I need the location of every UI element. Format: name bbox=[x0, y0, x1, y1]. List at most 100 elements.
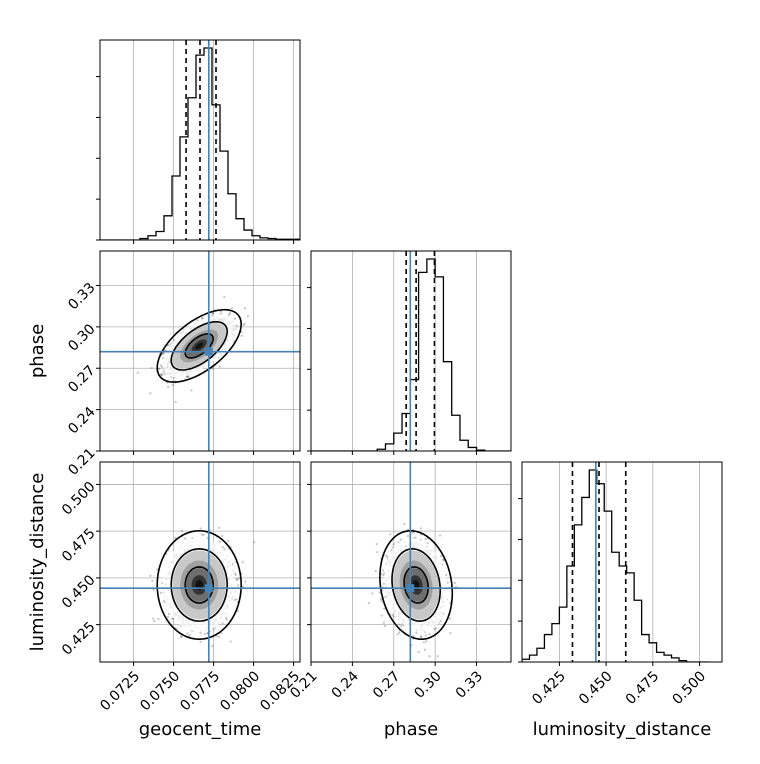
axes-frame bbox=[310, 461, 512, 663]
scatter-point bbox=[423, 648, 427, 651]
scatter-point bbox=[151, 579, 154, 582]
x-tick-label: 0.0800 bbox=[217, 668, 263, 714]
scatter-point bbox=[202, 533, 205, 536]
scatter-point bbox=[241, 561, 244, 564]
scatter-point bbox=[391, 613, 394, 617]
scatter-point bbox=[383, 624, 386, 627]
scatter-point bbox=[436, 655, 439, 658]
y-axis-title: phase bbox=[27, 324, 48, 378]
scatter-point bbox=[185, 375, 188, 378]
scatter-point bbox=[162, 600, 165, 603]
scatter-point bbox=[449, 631, 452, 635]
axes-frame bbox=[521, 461, 723, 663]
x-tick-label: 0.500 bbox=[670, 668, 710, 708]
scatter-point bbox=[211, 644, 214, 648]
scatter-point bbox=[159, 364, 163, 367]
scatter-point bbox=[211, 312, 214, 315]
density-layer bbox=[311, 462, 511, 662]
scatter-point bbox=[392, 615, 395, 618]
scatter-point bbox=[218, 526, 221, 529]
scatter-point bbox=[185, 375, 189, 378]
scatter-point bbox=[384, 595, 387, 599]
x-tick-label: 0.0725 bbox=[97, 668, 143, 714]
scatter-point bbox=[217, 635, 221, 639]
scatter-point bbox=[378, 591, 381, 594]
scatter-point bbox=[439, 555, 443, 558]
scatter-point bbox=[206, 632, 209, 635]
scatter-point bbox=[439, 619, 442, 622]
scatter-point bbox=[230, 307, 234, 310]
scatter-point bbox=[389, 533, 392, 536]
scatter-point bbox=[221, 545, 224, 549]
scatter-point bbox=[162, 352, 165, 356]
scatter-point bbox=[406, 534, 410, 538]
scatter-point bbox=[367, 601, 370, 605]
scatter-point bbox=[441, 558, 444, 561]
scatter-point bbox=[190, 389, 193, 392]
scatter-point bbox=[382, 621, 385, 624]
scatter-point bbox=[159, 373, 163, 376]
truth-marker bbox=[406, 584, 415, 593]
scatter-point bbox=[231, 563, 234, 566]
scatter-point bbox=[235, 324, 238, 327]
x-tick-label: 0.475 bbox=[623, 668, 663, 708]
scatter-point bbox=[160, 372, 163, 376]
scatter-point bbox=[371, 592, 374, 595]
scatter-point bbox=[220, 535, 224, 538]
scatter-point bbox=[200, 533, 203, 536]
scatter-point bbox=[380, 614, 384, 617]
scatter-point bbox=[243, 307, 247, 310]
histogram-panel-phase bbox=[307, 250, 512, 455]
contour-line bbox=[403, 566, 429, 604]
scatter-point bbox=[219, 312, 222, 315]
scatter-point bbox=[428, 633, 431, 636]
scatter-point bbox=[425, 640, 428, 643]
y-tick-label: 0.21 bbox=[65, 445, 98, 478]
contour-line bbox=[170, 548, 228, 622]
scatter-point bbox=[385, 554, 388, 557]
y-tick-label: 0.425 bbox=[59, 619, 99, 659]
scatter-point bbox=[201, 316, 204, 320]
y-tick-label: 0.500 bbox=[59, 479, 99, 519]
scatter-point bbox=[237, 584, 240, 587]
scatter-point bbox=[229, 640, 232, 643]
scatter-point bbox=[152, 588, 155, 591]
y-tick-label: 0.30 bbox=[65, 321, 98, 354]
scatter-point bbox=[161, 365, 164, 369]
scatter-point bbox=[199, 527, 202, 530]
axes-frame bbox=[310, 250, 512, 452]
scatter-point bbox=[392, 543, 395, 546]
scatter-point bbox=[160, 374, 164, 377]
contour-line bbox=[184, 566, 214, 604]
histogram-panel-luminosity_distance: 0.425 0.450 0.475 0.500 bbox=[518, 461, 723, 708]
scatter-point bbox=[153, 620, 156, 623]
scatter-point bbox=[386, 555, 389, 559]
scatter-point bbox=[424, 538, 427, 541]
scatter-point bbox=[152, 617, 155, 620]
scatter-point bbox=[159, 591, 162, 594]
scatter-point bbox=[180, 635, 183, 639]
y-tick-label: 0.33 bbox=[65, 280, 98, 313]
scatter-point bbox=[220, 632, 223, 635]
scatter-point bbox=[400, 624, 403, 628]
scatter-point bbox=[149, 392, 152, 395]
truth-marker bbox=[204, 347, 213, 356]
density-layer bbox=[100, 251, 300, 451]
contour-line bbox=[156, 529, 243, 641]
histogram-step bbox=[311, 258, 511, 451]
x-axis-title: luminosity_distance bbox=[533, 719, 712, 740]
scatter-point bbox=[415, 631, 418, 634]
y-tick-label: 0.27 bbox=[65, 363, 98, 396]
contour-line bbox=[391, 548, 442, 622]
scatter-point bbox=[163, 372, 166, 376]
scatter-point bbox=[424, 634, 427, 637]
scatter-point bbox=[162, 370, 165, 373]
histogram-step bbox=[522, 469, 709, 662]
x-tick-label: 0.30 bbox=[411, 668, 444, 701]
scatter-point bbox=[381, 569, 385, 572]
scatter-point bbox=[203, 632, 207, 636]
scatter-point bbox=[375, 542, 378, 546]
y-tick-label: 0.24 bbox=[65, 404, 98, 437]
